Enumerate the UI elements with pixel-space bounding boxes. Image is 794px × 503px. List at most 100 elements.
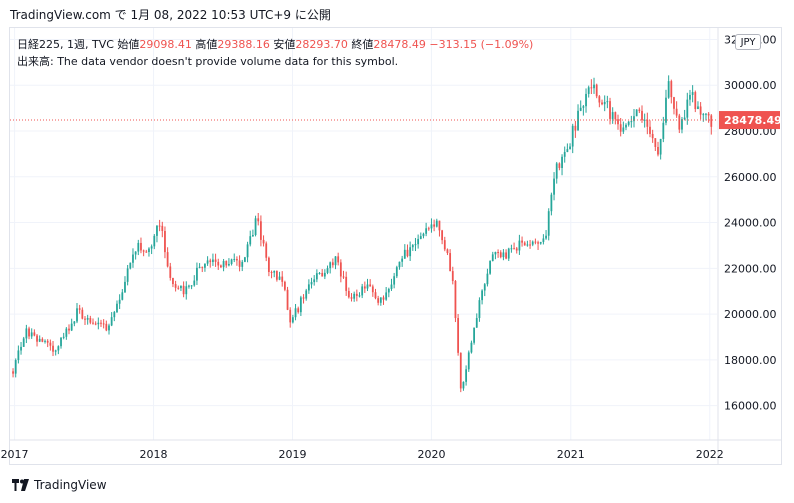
candle-body	[593, 84, 595, 89]
candle	[60, 337, 62, 349]
candle-body	[217, 261, 220, 266]
y-tick-label: 24000.00	[724, 217, 777, 230]
candle-body	[249, 236, 252, 245]
candle	[433, 219, 436, 232]
candle	[673, 96, 675, 115]
candle-body	[617, 119, 619, 125]
candle-body	[113, 312, 116, 318]
candle	[54, 349, 57, 356]
candle-body	[353, 293, 356, 299]
candle	[158, 219, 161, 232]
candle-body	[595, 84, 598, 97]
candle	[393, 272, 396, 289]
candle	[204, 263, 206, 272]
y-axis[interactable]: 16000.00 18000.00 20000.00 22000.00 24000.00…	[717, 28, 777, 464]
x-tick-label: 2019	[278, 448, 306, 461]
candle-body	[406, 249, 409, 257]
candle	[625, 123, 627, 131]
candle	[667, 75, 670, 99]
chart-frame[interactable]	[9, 27, 782, 465]
candle	[353, 291, 356, 302]
candle	[489, 260, 491, 275]
candle	[550, 192, 553, 216]
candle	[630, 115, 633, 128]
candle	[651, 129, 654, 143]
candle-body	[236, 259, 238, 261]
candle-body	[507, 248, 510, 259]
candle	[222, 258, 225, 272]
candle	[633, 109, 635, 128]
candle	[459, 352, 462, 393]
candle-body	[494, 252, 497, 255]
publish-caption: TradingView.com で 1月 08, 2022 10:53 UTC+…	[10, 8, 331, 22]
candle-body	[70, 323, 73, 331]
candle	[76, 303, 78, 324]
candle	[641, 105, 643, 123]
candle-body	[94, 323, 97, 325]
candle	[363, 281, 366, 293]
candle	[126, 264, 129, 286]
candle	[534, 238, 537, 245]
candle	[244, 256, 246, 263]
candle	[201, 266, 204, 273]
candle-body	[142, 250, 145, 252]
candle	[505, 249, 507, 260]
currency-button[interactable]: JPY	[735, 34, 761, 50]
candle-body	[446, 249, 449, 254]
candle	[307, 279, 310, 294]
candle	[350, 293, 353, 302]
candle-body	[422, 233, 425, 237]
candle	[537, 240, 539, 250]
candle-body	[257, 218, 260, 222]
x-tick-label: 2017	[1, 448, 29, 461]
candle-body	[177, 287, 180, 289]
candle	[665, 89, 667, 126]
candle	[305, 288, 308, 301]
candle-body	[523, 242, 526, 246]
candle	[249, 230, 252, 247]
footer-brand[interactable]: TradingView	[12, 478, 107, 492]
x-axis[interactable]: 2017 2018 2019 2020 2021 2022	[1, 439, 781, 461]
candle	[257, 212, 260, 226]
candle-body	[411, 245, 414, 248]
candle-body	[347, 290, 350, 298]
candle	[401, 255, 404, 267]
grid-lines	[10, 28, 717, 440]
y-tick-label: 22000.00	[724, 262, 777, 275]
candle	[334, 256, 337, 270]
candle	[467, 350, 470, 372]
candle-body	[14, 360, 17, 374]
candle	[49, 339, 52, 351]
candle	[134, 251, 137, 260]
candle	[414, 237, 417, 252]
candle-body	[230, 259, 233, 264]
candle	[78, 304, 81, 314]
candle-body	[289, 309, 292, 323]
candle	[321, 269, 324, 277]
candle	[124, 276, 126, 293]
x-tick-label: 2021	[557, 448, 585, 461]
candle	[217, 258, 220, 270]
candle-body	[609, 101, 611, 119]
candle	[86, 314, 89, 325]
candle-body	[515, 248, 518, 251]
candle	[265, 241, 268, 262]
candle	[41, 337, 44, 343]
candle-body	[590, 87, 593, 89]
candle	[252, 229, 254, 237]
candle	[446, 248, 449, 256]
candle	[670, 79, 673, 104]
candle-body	[409, 247, 412, 257]
last-price-tag-bg	[719, 111, 780, 130]
candle	[689, 89, 691, 106]
candle-body	[678, 115, 681, 130]
candle	[318, 271, 321, 275]
candle-body	[204, 263, 206, 268]
candle-body	[571, 125, 574, 147]
candle-body	[707, 113, 710, 116]
candle-body	[665, 97, 667, 123]
candle	[547, 208, 550, 241]
candle-body	[603, 101, 606, 105]
candle-body	[198, 266, 201, 268]
